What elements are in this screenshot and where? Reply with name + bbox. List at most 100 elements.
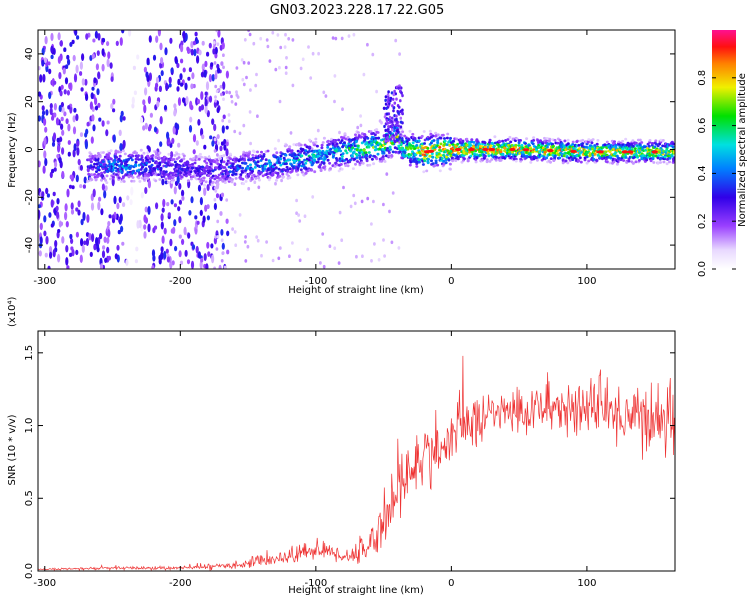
spectrogram-cell [256,160,260,164]
spectrogram-cell [198,49,202,56]
spectrogram-cell [41,59,45,67]
spectrogram-cell [148,160,151,164]
spectrogram-cell [585,155,589,159]
spectrogram-cell [242,82,246,87]
spectrogram-cell [271,30,275,35]
spectrogram-cell [241,166,244,170]
spectrogram-cell [167,152,171,156]
spectrogram-cell [183,168,187,171]
spectrogram-cell [41,47,45,56]
spectrogram-cell [155,82,159,89]
spectrogram-cell [209,162,213,166]
spectrogram-cell [413,137,417,140]
spectrogram-cell [75,64,79,74]
y-tick-label: 20 [24,95,35,108]
spectrogram-cell [375,157,379,161]
spectrogram-cell [42,73,46,83]
spectrogram-cell [278,174,282,178]
spectrogram-cell [61,147,65,155]
spectrogram-cell [455,137,459,141]
spectrogram-cell [38,66,41,71]
spectrogram-cell [331,36,335,40]
spectrogram-cell [191,175,195,179]
spectrogram-cell [431,134,435,138]
spectrogram-cell [333,246,337,250]
spectrogram-cell [656,156,660,160]
spectrogram-cell [238,131,242,136]
spectrogram-cell [75,207,79,212]
spectrogram-cell [341,152,345,156]
spectrogram-cell [204,98,208,108]
spectrogram-cell [164,170,168,174]
spectrogram-cell [665,162,669,166]
spectrogram-cell [395,117,398,121]
spectrogram-cell [55,205,59,212]
spectrogram-cell [67,151,71,157]
spectrogram-cell [407,138,411,141]
spectrogram-hotspot [488,147,496,152]
spectrogram-cell [112,108,116,113]
spectrogram-cell [44,126,48,133]
spectrogram-cell [147,173,151,176]
spectrogram-cell [38,204,41,209]
spectrogram-cell [143,104,147,114]
spectrogram-cell [394,150,398,154]
spectrogram-cell [593,160,597,164]
spectrogram-cell [647,144,651,148]
spectrogram-cell [334,157,338,160]
spectrogram-cell [287,37,291,41]
spectrogram-cell [80,218,84,226]
spectrogram-cell [94,105,99,111]
spectrogram-cell [568,159,572,162]
spectrogram-cell [454,159,458,163]
spectrogram-cell [146,57,150,65]
spectrogram-cell [438,146,442,149]
spectrogram-cell [352,193,356,198]
spectrogram-cell [178,250,182,258]
spectrogram-cell [390,91,394,95]
spectrogram-cell [400,134,403,138]
spectrogram-cell [120,170,124,174]
spectrogram-cell [51,141,56,147]
spectrogram-cell [540,143,544,147]
spectrogram-cell [114,253,118,260]
spectrogram-cell [269,162,273,166]
spectrogram-cell [143,172,147,176]
spectrogram-cell [214,189,218,193]
spectrogram-cell [91,86,95,91]
spectrogram-cell [575,140,579,144]
spectrogram-cell [212,45,216,49]
spectrogram-cell [284,71,288,75]
spectrogram-cell [637,159,641,162]
spectrogram-cell [384,154,388,158]
spectrogram-cell [202,176,206,180]
spectrogram-cell [280,178,283,183]
spectrogram-cell [173,203,177,208]
spectrogram-cell [203,183,206,187]
spectrogram-cell [141,158,145,162]
spectrogram-cell [383,115,387,119]
spectrogram-cell [277,167,281,171]
spectrogram-cell [330,150,334,154]
spectrogram-cell [614,146,618,150]
spectrogram-cell [400,91,403,95]
spectrogram-cell [310,168,314,172]
spectrogram-cell [159,168,163,172]
spectrogram-cell [638,138,642,142]
spectrogram-cell [79,254,83,263]
spectrogram-cell [114,152,118,156]
spectrogram-cell [99,263,104,269]
spectrogram-cell [50,199,54,208]
spectrogram-cell [238,213,242,217]
spectrogram-cell [387,90,390,94]
spectrogram-cell [75,249,79,256]
spectrogram-cell [89,55,93,61]
spectrogram-cell [370,222,373,226]
x-tick-label: -100 [304,578,327,589]
spectrogram-cell [159,253,163,261]
spectrogram-cell [374,145,377,149]
spectrogram-cell [129,164,133,168]
spectrogram-cell [170,151,174,158]
spectrogram-cell [248,110,252,114]
spectrogram-cell [186,161,190,165]
